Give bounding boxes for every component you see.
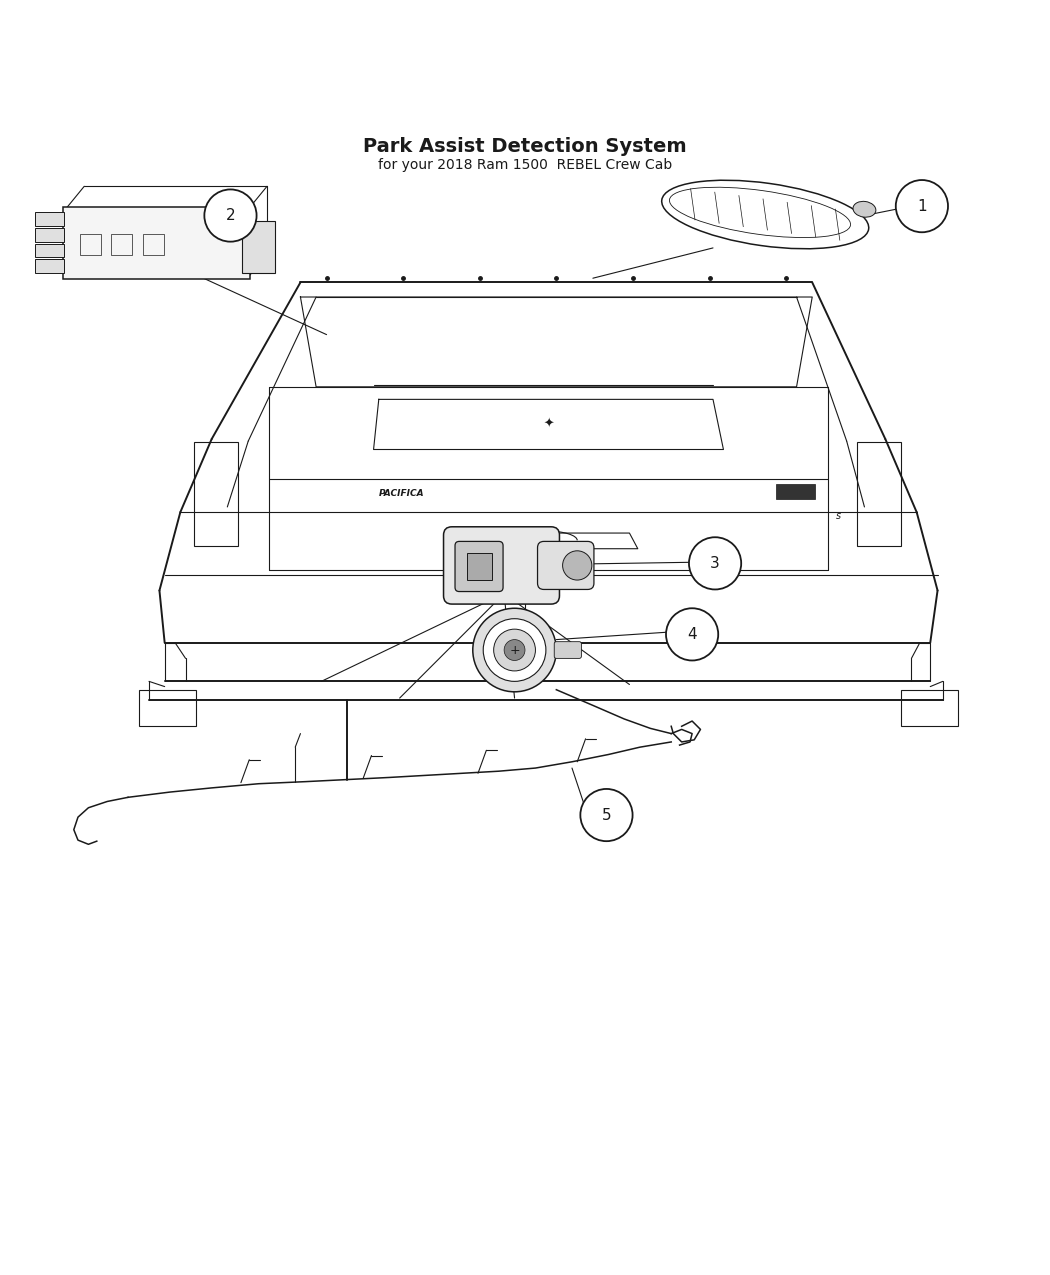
FancyBboxPatch shape — [35, 213, 64, 226]
Ellipse shape — [662, 180, 868, 249]
Text: 4: 4 — [688, 627, 697, 641]
Text: PACIFICA: PACIFICA — [379, 488, 424, 497]
Text: ✦: ✦ — [544, 418, 554, 431]
Text: 5: 5 — [602, 807, 611, 822]
FancyBboxPatch shape — [63, 208, 250, 279]
Circle shape — [494, 629, 536, 671]
Circle shape — [472, 608, 556, 692]
FancyBboxPatch shape — [538, 542, 594, 589]
Text: 3: 3 — [710, 556, 720, 571]
Text: 1: 1 — [917, 199, 927, 214]
FancyBboxPatch shape — [466, 553, 491, 580]
Circle shape — [896, 180, 948, 232]
Text: Park Assist Detection System: Park Assist Detection System — [363, 138, 687, 156]
Text: s: s — [836, 511, 841, 521]
Circle shape — [483, 618, 546, 681]
Circle shape — [581, 789, 632, 842]
Ellipse shape — [853, 201, 876, 217]
FancyBboxPatch shape — [443, 527, 560, 604]
Circle shape — [689, 537, 741, 589]
Ellipse shape — [670, 187, 850, 237]
Circle shape — [563, 551, 592, 580]
Circle shape — [504, 640, 525, 660]
FancyBboxPatch shape — [776, 484, 816, 499]
FancyBboxPatch shape — [242, 221, 275, 273]
Circle shape — [205, 190, 256, 242]
FancyBboxPatch shape — [35, 259, 64, 273]
FancyBboxPatch shape — [35, 228, 64, 242]
FancyBboxPatch shape — [554, 641, 582, 658]
FancyBboxPatch shape — [455, 542, 503, 592]
Text: +: + — [509, 644, 520, 657]
Circle shape — [666, 608, 718, 660]
Text: 2: 2 — [226, 208, 235, 223]
FancyBboxPatch shape — [35, 244, 64, 258]
Text: for your 2018 Ram 1500  REBEL Crew Cab: for your 2018 Ram 1500 REBEL Crew Cab — [378, 158, 672, 172]
